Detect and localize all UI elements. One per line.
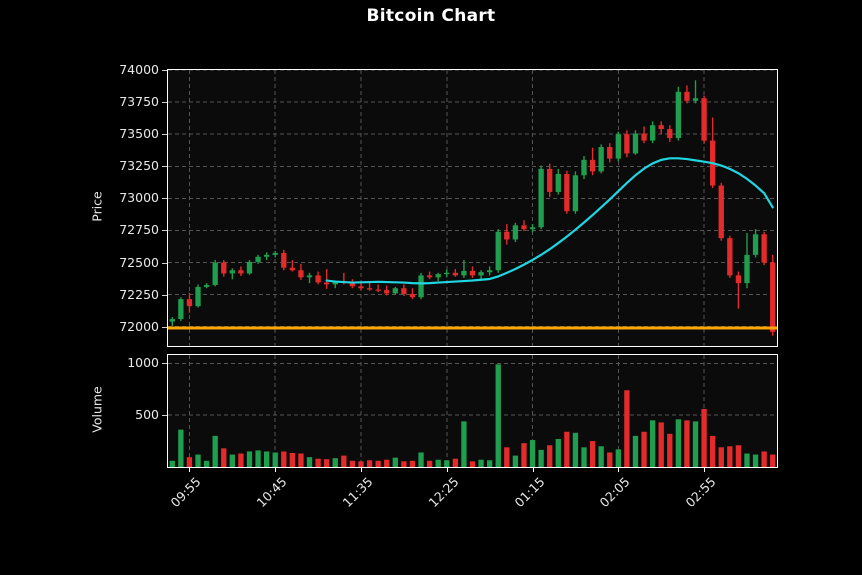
axis-tick <box>162 102 167 104</box>
time-axis-tick <box>704 467 706 472</box>
volume-panel <box>167 354 778 468</box>
axis-tick <box>162 415 167 417</box>
price-tick-label: 73000 <box>119 190 159 206</box>
time-tick-label: 01:15 <box>511 474 548 511</box>
price-tick-label: 73750 <box>119 94 159 110</box>
time-tick-label: 02:05 <box>596 474 633 511</box>
price-tick-label: 73500 <box>119 126 159 142</box>
time-axis-tick <box>532 467 534 472</box>
time-axis-tick <box>275 467 277 472</box>
price-tick-label: 73250 <box>119 158 159 174</box>
axis-tick <box>162 166 167 168</box>
price-plot <box>168 70 777 346</box>
time-axis-tick <box>360 467 362 472</box>
time-tick-label: 02:55 <box>682 474 719 511</box>
axis-tick <box>162 230 167 232</box>
axis-tick <box>162 262 167 264</box>
time-tick-label: 12:25 <box>425 474 462 511</box>
volume-plot <box>168 355 777 467</box>
price-tick-label: 72750 <box>119 222 159 238</box>
axis-tick <box>162 134 167 136</box>
axis-tick <box>162 363 167 365</box>
price-tick-label: 72500 <box>119 254 159 270</box>
volume-tick-label: 1000 <box>127 355 159 371</box>
price-tick-label: 74000 <box>119 62 159 77</box>
axis-tick <box>162 294 167 296</box>
time-axis-tick <box>446 467 448 472</box>
axis-tick <box>162 326 167 328</box>
volume-tick-label: 500 <box>135 407 159 423</box>
time-tick-label: 10:45 <box>253 474 290 511</box>
time-tick-label: 09:55 <box>167 474 205 511</box>
time-axis-tick <box>189 467 191 472</box>
price-tick-label: 72250 <box>119 286 159 302</box>
axis-tick <box>162 70 167 71</box>
price-panel <box>167 69 778 347</box>
time-tick-label: 11:35 <box>339 474 376 511</box>
time-axis-tick <box>618 467 620 472</box>
chart-title: Bitcoin Chart <box>366 6 496 26</box>
axis-tick <box>162 198 167 200</box>
price-tick-label: 72000 <box>119 318 159 334</box>
